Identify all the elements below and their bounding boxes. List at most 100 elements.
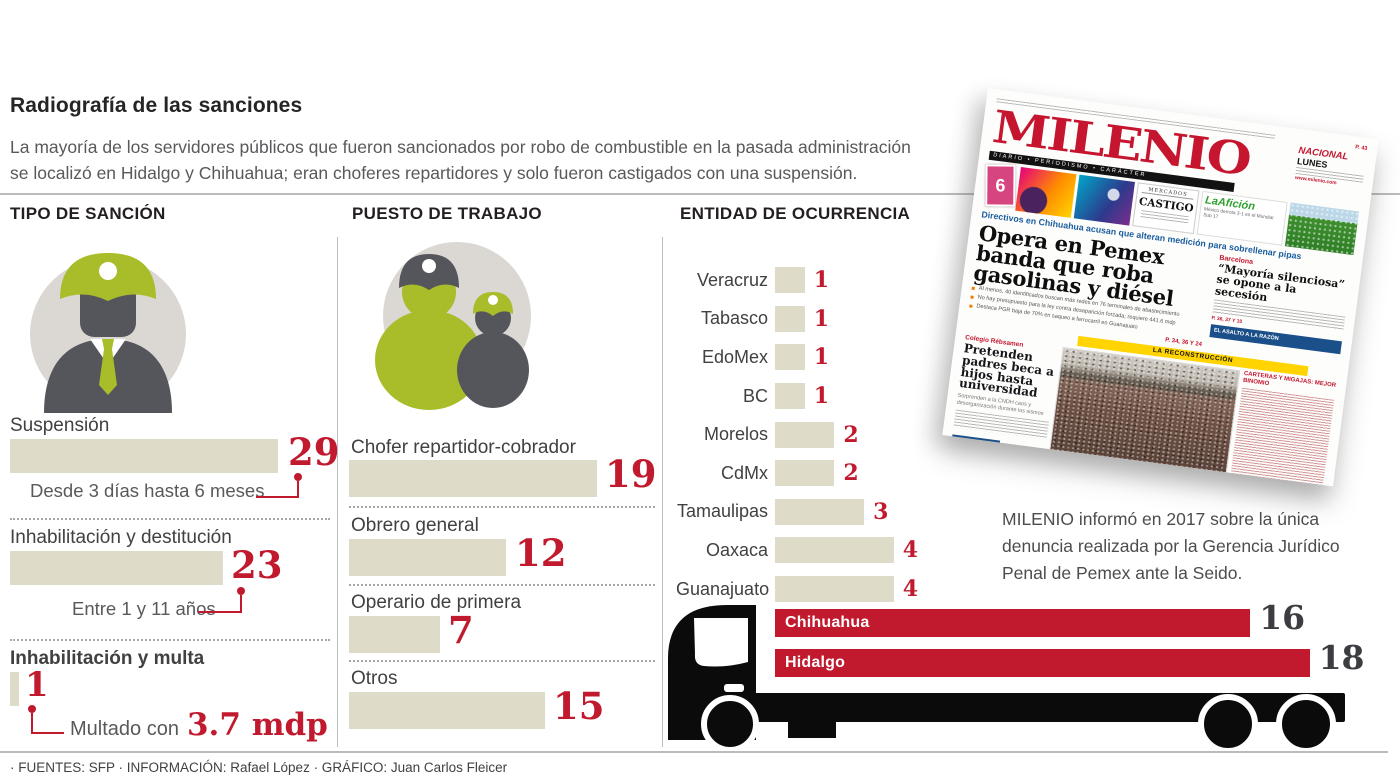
connector-dot <box>28 705 36 713</box>
two-workers-icon <box>375 242 531 410</box>
entidad-row: EdoMex 1 <box>676 338 918 377</box>
entidad-value: 4 <box>902 537 919 564</box>
bar-operario <box>349 616 441 653</box>
truck-bar-hidalgo: Hidalgo <box>775 649 1310 677</box>
fine-prefix: Multado con <box>70 718 179 740</box>
dotted-separator <box>10 639 330 641</box>
entidad-bar <box>775 537 894 564</box>
site-url: www.milenio.com <box>949 452 1005 467</box>
entidad-bar <box>775 305 805 332</box>
zocalo-crowd-photo <box>1048 346 1241 474</box>
bar-label: Chofer repartidor-cobrador <box>351 437 576 458</box>
bar-note: Entre 1 y 11 años <box>72 598 216 619</box>
footer-divider <box>0 751 1388 753</box>
bar-inhabilitacion-multa <box>10 672 20 706</box>
entidad-bar <box>775 421 835 448</box>
header-divider <box>0 193 1400 195</box>
tanker-truck-icon <box>668 605 1345 754</box>
worker-helmet-icon <box>30 253 186 413</box>
entidad-value: 2 <box>843 460 859 487</box>
entidad-value: 1 <box>813 305 829 332</box>
truck-bar-label: Chihuahua <box>785 614 870 631</box>
left-story-headline: Pretenden padres beca a hijos hasta univ… <box>958 341 1055 401</box>
edition-block: NACIONAL LUNES www.milenio.com <box>1295 145 1367 190</box>
entidad-value: 1 <box>813 383 829 410</box>
entidad-label: Tabasco <box>700 308 768 329</box>
entidad-label: Guanajuato <box>676 578 770 599</box>
entidad-row: Tamaulipas 3 <box>676 493 918 532</box>
subtitle-line-1: La mayoría de los servidores públicos qu… <box>10 137 911 157</box>
tiny-text-lines <box>1230 388 1335 487</box>
bar-otros <box>349 692 545 729</box>
mercados-tile: MERCADOS CASTIGO <box>1132 182 1200 235</box>
entidad-value: 1 <box>813 344 829 371</box>
soccer-photo <box>1284 202 1360 256</box>
bar-value: 7 <box>448 608 474 652</box>
bar-label: Operario de primera <box>351 592 522 613</box>
entidad-value: 4 <box>902 576 919 603</box>
fine-amount: 3.7 mdp <box>186 707 328 743</box>
connector-line <box>31 732 64 734</box>
caption-text: MILENIO informó en 2017 sobre la única d… <box>1002 509 1340 583</box>
column-divider-1 <box>337 237 338 747</box>
bar-label: Suspensión <box>10 415 110 436</box>
bar-label: Otros <box>351 668 398 689</box>
bar-label: Inhabilitación y destitución <box>10 527 232 548</box>
truck-bar-value: 16 <box>1259 598 1306 637</box>
connector-line <box>240 595 242 613</box>
entidad-label: Tamaulipas <box>676 501 768 522</box>
entidad-bar <box>775 576 894 603</box>
connector-line <box>297 481 299 498</box>
section-heading-puesto: PUESTO DE TRABAJO <box>352 204 542 223</box>
entidad-row: BC 1 <box>676 377 918 416</box>
bar-inhabilitacion-destitucion <box>10 551 223 585</box>
bar-value: 12 <box>515 531 567 575</box>
entidad-bar <box>775 498 865 525</box>
entidad-label: Oaxaca <box>705 539 768 560</box>
promo-tile-blue <box>1073 174 1135 226</box>
entidad-row: Guanajuato 4 <box>676 570 918 609</box>
section-heading-entidad: ENTIDAD DE OCURRENCIA <box>680 204 911 223</box>
connector-line <box>198 611 242 613</box>
entidad-bar <box>775 344 805 371</box>
entidad-label: CdMx <box>720 462 768 483</box>
entidad-row: Veracruz 1 <box>676 261 918 300</box>
bar-chofer <box>349 460 597 497</box>
page-title: Radiografía de las sanciones <box>10 94 303 117</box>
milenio-front-page: P. 43 MILENIO NACIONAL LUNES www.milenio… <box>942 88 1379 487</box>
dotted-separator <box>349 506 655 508</box>
bar-value: 29 <box>288 430 340 474</box>
dotted-separator <box>349 660 655 662</box>
fine-note: Multado con 3.7 mdp <box>70 707 328 743</box>
entidad-row: Morelos 2 <box>676 415 918 454</box>
entidad-bar <box>775 267 805 294</box>
entidad-value: 2 <box>843 421 859 448</box>
truck-bar-label: Hidalgo <box>785 654 846 671</box>
entidad-value: 3 <box>873 498 889 525</box>
entidad-label: BC <box>742 385 768 406</box>
connector-dot <box>237 587 245 595</box>
subtitle-line-2: se localizó en Hidalgo y Chihuahua; eran… <box>10 163 858 183</box>
bar-obrero <box>349 539 506 576</box>
column-divider-2 <box>662 237 663 747</box>
entidad-bar-list: Veracruz 1 Tabasco 1 EdoMex 1 BC 1 Morelos 2 CdMx 2… <box>676 261 918 608</box>
hoy-escriben-box: HOY ESCRIBEN <box>951 434 1000 451</box>
entidad-value: 1 <box>813 267 829 294</box>
page-ref: P. 43 <box>1354 143 1368 152</box>
connector-dot <box>294 473 302 481</box>
bar-label: Obrero general <box>351 515 479 536</box>
bar-value: 19 <box>605 452 657 496</box>
entidad-bar <box>775 383 805 410</box>
entidad-row: Tabasco 1 <box>676 300 918 339</box>
bar-note: Desde 3 días hasta 6 meses <box>30 480 265 501</box>
entidad-row: Oaxaca 4 <box>676 531 918 570</box>
dotted-separator <box>349 584 655 586</box>
entidad-bar <box>775 460 835 487</box>
credits: · FUENTES: SFP · INFORMACIÓN: Rafael Lóp… <box>10 760 508 775</box>
bar-value: 15 <box>553 684 605 728</box>
bar-label: Inhabilitación y multa <box>10 648 205 669</box>
section-heading-tipo: TIPO DE SANCIÓN <box>10 204 166 223</box>
entidad-row: CdMx 2 <box>676 454 918 493</box>
dotted-separator <box>10 518 330 520</box>
aficion-tile: LaAfición México derrota 3-1 en el Mundi… <box>1196 190 1288 246</box>
